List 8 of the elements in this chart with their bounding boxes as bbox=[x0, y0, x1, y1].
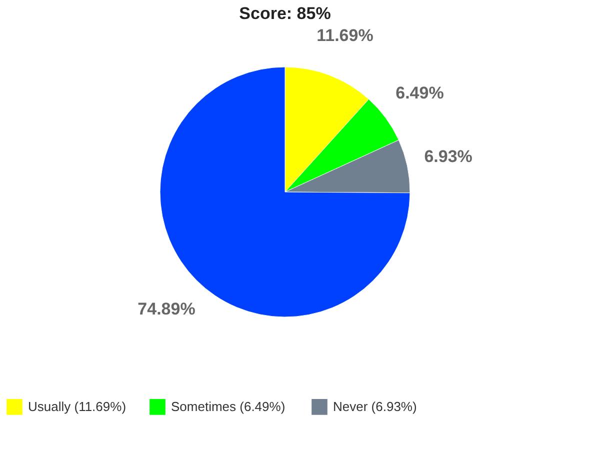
legend-label: Sometimes (6.49%) bbox=[171, 398, 286, 414]
data-label: 6.49% bbox=[396, 83, 444, 102]
legend-label: Usually (11.69%) bbox=[28, 398, 126, 414]
data-label: 11.69% bbox=[316, 26, 374, 46]
data-label: 74.89% bbox=[138, 300, 196, 319]
chart-title: Score: 85% bbox=[239, 4, 331, 23]
legend-label: Never (6.93%) bbox=[333, 398, 417, 414]
data-label: 6.93% bbox=[424, 147, 472, 166]
